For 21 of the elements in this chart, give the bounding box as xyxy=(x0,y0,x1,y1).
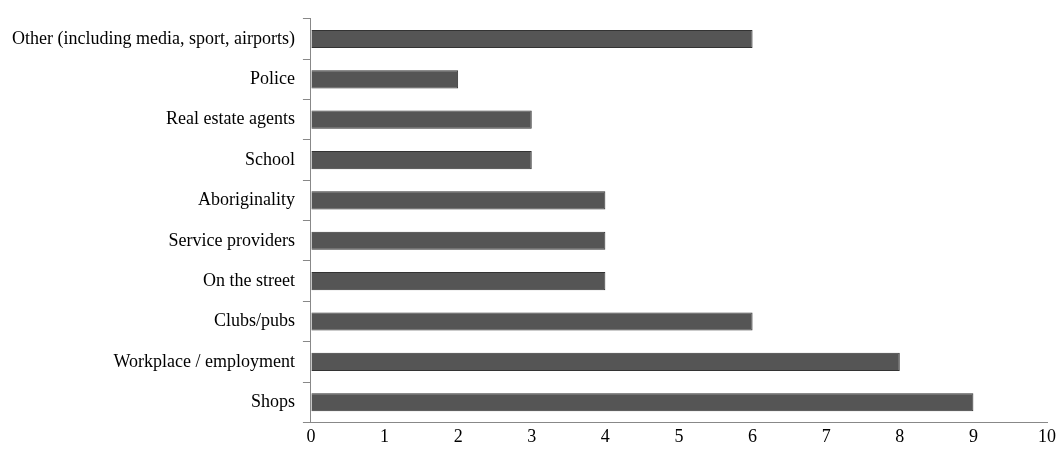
x-tick-label: 9 xyxy=(968,425,978,446)
y-tick-label: School xyxy=(244,148,295,169)
y-tick-label: Real estate agents xyxy=(165,108,295,129)
y-tick-label: Workplace / employment xyxy=(113,350,295,371)
x-tick-label: 7 xyxy=(821,425,831,446)
y-tick-label: Shops xyxy=(250,390,295,411)
y-tick-label: On the street xyxy=(202,269,295,290)
x-tick-label: 1 xyxy=(380,425,390,446)
x-tick-label: 2 xyxy=(453,425,463,446)
y-tick-label: Police xyxy=(249,68,295,89)
y-tick-label: Other (including media, sport, airports) xyxy=(11,27,295,49)
x-tick-label: 6 xyxy=(748,425,758,446)
x-tick-label: 4 xyxy=(600,425,610,446)
x-tick-label: 0 xyxy=(306,425,316,446)
y-tick-label: Service providers xyxy=(168,229,295,250)
y-tick-label: Aboriginality xyxy=(197,189,295,210)
x-tick-label: 5 xyxy=(674,425,684,446)
x-tick-label: 8 xyxy=(895,425,905,446)
x-tick-label: 3 xyxy=(527,425,537,446)
y-tick-label: Clubs/pubs xyxy=(213,310,295,331)
x-tick-label: 10 xyxy=(1038,425,1056,446)
